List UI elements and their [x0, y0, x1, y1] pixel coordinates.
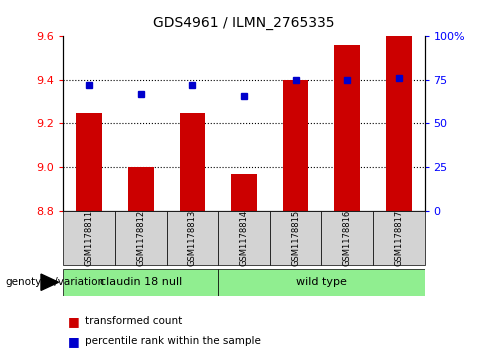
- Bar: [231, 174, 257, 211]
- Text: genotype/variation: genotype/variation: [5, 277, 104, 287]
- Bar: [334, 45, 360, 211]
- Text: GSM1178816: GSM1178816: [343, 210, 352, 266]
- Text: transformed count: transformed count: [85, 316, 183, 326]
- Text: GSM1178812: GSM1178812: [136, 210, 145, 266]
- Text: GDS4961 / ILMN_2765335: GDS4961 / ILMN_2765335: [153, 16, 335, 30]
- Text: ■: ■: [68, 315, 80, 328]
- Text: GSM1178817: GSM1178817: [394, 210, 403, 266]
- Bar: [76, 113, 102, 211]
- Bar: [63, 269, 218, 296]
- Text: ■: ■: [68, 335, 80, 348]
- Bar: [218, 269, 425, 296]
- Bar: [180, 113, 205, 211]
- Text: GSM1178811: GSM1178811: [85, 210, 94, 266]
- Text: GSM1178813: GSM1178813: [188, 210, 197, 266]
- Bar: [218, 211, 270, 265]
- Text: wild type: wild type: [296, 277, 347, 287]
- Text: GSM1178814: GSM1178814: [240, 210, 248, 266]
- Text: claudin 18 null: claudin 18 null: [100, 277, 182, 287]
- Bar: [115, 211, 166, 265]
- Text: GSM1178815: GSM1178815: [291, 210, 300, 266]
- Bar: [166, 211, 218, 265]
- Bar: [63, 211, 115, 265]
- Bar: [386, 36, 412, 211]
- Bar: [270, 211, 322, 265]
- Bar: [373, 211, 425, 265]
- Text: percentile rank within the sample: percentile rank within the sample: [85, 336, 261, 346]
- Polygon shape: [41, 274, 59, 290]
- Bar: [128, 167, 154, 211]
- Bar: [283, 80, 308, 211]
- Bar: [322, 211, 373, 265]
